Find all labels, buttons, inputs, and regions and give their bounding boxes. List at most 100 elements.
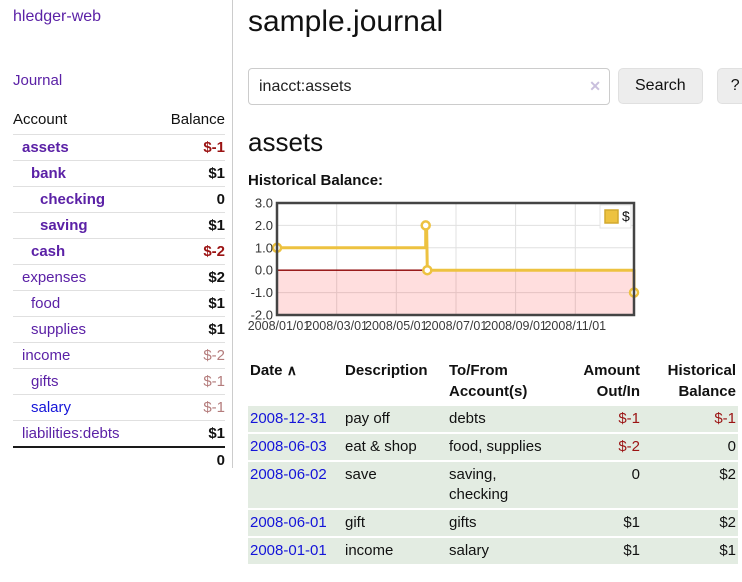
svg-text:0.0: 0.0 (255, 263, 273, 278)
account-link-salary[interactable]: salary (31, 399, 72, 416)
accounts-total-row: 0 (13, 446, 225, 473)
tofrom-column-header: To/From Account(s) (449, 362, 528, 400)
transaction-amount: $-1 (547, 406, 642, 432)
register-row[interactable]: 2008-06-01 gift gifts $1 $2 (248, 510, 738, 536)
account-balance: $-1 (153, 368, 225, 395)
account-balance: $-2 (153, 342, 225, 369)
transaction-balance: $2 (642, 462, 738, 508)
account-row: cash $-2 (13, 238, 225, 265)
sidebar: hledger-web Journal Account Balance asse… (0, 0, 233, 473)
app-title-link[interactable]: hledger-web (13, 8, 102, 25)
account-link-income[interactable]: income (22, 347, 71, 364)
transaction-date-link[interactable]: 2008-06-03 (250, 438, 327, 455)
svg-text:2008/05/01: 2008/05/01 (365, 319, 428, 333)
account-balance: $1 (153, 212, 225, 239)
account-link-bank[interactable]: bank (31, 165, 67, 182)
clear-search-icon[interactable]: ✕ (589, 78, 601, 94)
transaction-balance: $2 (642, 510, 738, 536)
svg-text:2008/01/01: 2008/01/01 (248, 319, 311, 333)
transaction-accounts: saving, checking (447, 462, 547, 508)
transaction-accounts: food, supplies (447, 434, 547, 460)
description-column-header: Description (345, 362, 428, 379)
account-balance: 0 (153, 186, 225, 213)
transaction-amount: $-2 (547, 434, 642, 460)
account-balance: $1 (153, 316, 225, 343)
register-row[interactable]: 2008-06-02 save saving, checking 0 $2 (248, 462, 738, 508)
register-row[interactable]: 2008-01-01 income salary $1 $1 (248, 538, 738, 564)
account-heading: assets (248, 127, 324, 157)
account-row: supplies $1 (13, 316, 225, 343)
journal-link[interactable]: Journal (13, 72, 63, 89)
legend-swatch (604, 209, 619, 224)
account-link-cash[interactable]: cash (31, 243, 66, 260)
account-link-assets[interactable]: assets (22, 139, 69, 156)
account-balance: $1 (153, 290, 225, 317)
transaction-date-link[interactable]: 2008-06-02 (250, 466, 327, 483)
accounts-header-row: Account Balance (13, 108, 225, 135)
account-balance: $-2 (153, 238, 225, 265)
search-bar: ✕ Search ? (248, 68, 742, 105)
account-column-header: Account (13, 111, 68, 128)
search-button[interactable]: Search (618, 68, 703, 104)
transaction-date-link[interactable]: 2008-12-31 (250, 410, 327, 427)
balance-column-header: Balance (170, 111, 225, 128)
register-header-row: Date ∧ Description To/From Account(s) Am… (248, 358, 738, 404)
transaction-description: eat & shop (343, 434, 447, 460)
chart-x-axis-labels: 2008/01/01 2008/03/01 2008/05/01 2008/07… (248, 319, 606, 333)
transaction-accounts: salary (447, 538, 547, 564)
account-link-liabilities-debts[interactable]: liabilities:debts (22, 425, 120, 442)
register-row[interactable]: 2008-06-03 eat & shop food, supplies $-2… (248, 434, 738, 460)
transaction-balance: $1 (642, 538, 738, 564)
account-row: salary $-1 (13, 394, 225, 421)
main-panel: sample.journal ✕ Search ? assets Histori… (248, 0, 742, 566)
account-link-saving[interactable]: saving (40, 217, 88, 234)
register-row[interactable]: 2008-12-31 pay off debts $-1 $-1 (248, 406, 738, 432)
chart-title: Historical Balance: (248, 172, 384, 189)
account-row: expenses $2 (13, 264, 225, 291)
svg-text:-2.0: -2.0 (251, 308, 273, 323)
accounts-total-balance: 0 (153, 446, 225, 473)
balance-column-header: Historical Balance (667, 362, 736, 400)
transaction-date-link[interactable]: 2008-06-01 (250, 514, 327, 531)
sort-ascending-icon: ∧ (286, 362, 297, 378)
account-row: saving $1 (13, 212, 225, 239)
date-column-header[interactable]: Date ∧ (250, 362, 297, 379)
search-input[interactable] (248, 68, 610, 105)
chart-negative-region (277, 270, 634, 315)
svg-text:1.0: 1.0 (255, 240, 273, 255)
account-balance: $-1 (153, 134, 225, 161)
transaction-accounts: gifts (447, 510, 547, 536)
account-balance: $-1 (153, 394, 225, 421)
page-title: sample.journal (248, 5, 444, 38)
svg-text:-1.0: -1.0 (251, 285, 273, 300)
register-table: Date ∧ Description To/From Account(s) Am… (248, 356, 738, 566)
transaction-amount: $1 (547, 510, 642, 536)
account-row: food $1 (13, 290, 225, 317)
legend-label: $ (622, 208, 630, 224)
amount-column-header: Amount Out/In (583, 362, 640, 400)
account-row: liabilities:debts $1 (13, 420, 225, 447)
account-link-checking[interactable]: checking (40, 191, 106, 208)
transaction-description: pay off (343, 406, 447, 432)
help-button[interactable]: ? (716, 68, 742, 104)
account-balance: $2 (153, 264, 225, 291)
svg-text:2008/09/01: 2008/09/01 (484, 319, 547, 333)
account-balance: $1 (153, 160, 225, 187)
account-row: bank $1 (13, 160, 225, 187)
transaction-description: income (343, 538, 447, 564)
account-link-food[interactable]: food (31, 295, 61, 312)
transaction-amount: 0 (547, 462, 642, 508)
account-row: gifts $-1 (13, 368, 225, 395)
account-link-supplies[interactable]: supplies (31, 321, 87, 338)
svg-text:2008/03/01: 2008/03/01 (305, 319, 368, 333)
transaction-balance: 0 (642, 434, 738, 460)
transaction-date-link[interactable]: 2008-01-01 (250, 542, 327, 559)
historical-balance-chart: $ 3.0 2.0 1.0 0.0 -1.0 -2.0 2008/01/01 2… (248, 195, 738, 337)
svg-text:2008/11/01: 2008/11/01 (544, 319, 606, 333)
account-row: checking 0 (13, 186, 225, 213)
account-link-expenses[interactable]: expenses (22, 269, 87, 286)
svg-text:3.0: 3.0 (255, 196, 273, 211)
chart-y-axis-labels: 3.0 2.0 1.0 0.0 -1.0 -2.0 (251, 196, 273, 323)
account-link-gifts[interactable]: gifts (31, 373, 59, 390)
transaction-balance: $-1 (642, 406, 738, 432)
